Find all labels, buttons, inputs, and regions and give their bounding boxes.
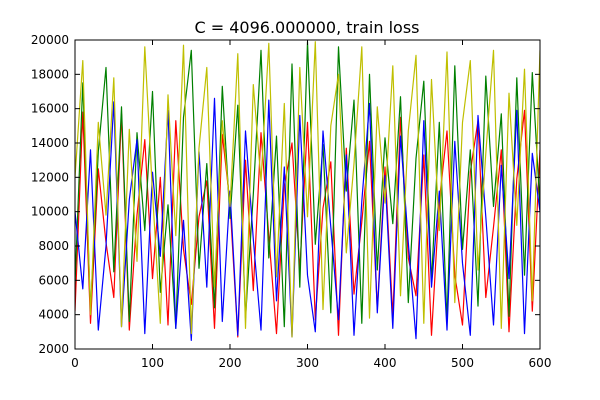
series-layer — [75, 41, 540, 341]
chart-title: C = 4096.000000, train loss — [194, 18, 419, 37]
tick-layer: 0 100 200 300 400 500 600 2000 4000 6000 8000 10000… — [31, 33, 552, 370]
x-tick-label: 100 — [141, 356, 164, 370]
y-tick-label: 10000 — [31, 205, 69, 219]
x-tick-label: 300 — [296, 356, 319, 370]
y-tick-label: 20000 — [31, 33, 69, 47]
y-tick-label: 12000 — [31, 170, 69, 184]
x-tick-label: 500 — [451, 356, 474, 370]
series-line-2 — [75, 97, 540, 341]
y-tick-label: 2000 — [38, 342, 69, 356]
x-tick-label: 200 — [219, 356, 242, 370]
y-tick-label: 4000 — [38, 308, 69, 322]
y-tick-label: 18000 — [31, 67, 69, 81]
x-tick-label: 600 — [529, 356, 552, 370]
series-line-3 — [75, 41, 540, 338]
y-tick-label: 6000 — [38, 273, 69, 287]
x-tick-label: 400 — [374, 356, 397, 370]
y-tick-label: 16000 — [31, 102, 69, 116]
x-tick-label: 0 — [71, 356, 79, 370]
y-tick-label: 14000 — [31, 136, 69, 150]
series-line-0 — [75, 109, 540, 338]
y-tick-label: 8000 — [38, 239, 69, 253]
